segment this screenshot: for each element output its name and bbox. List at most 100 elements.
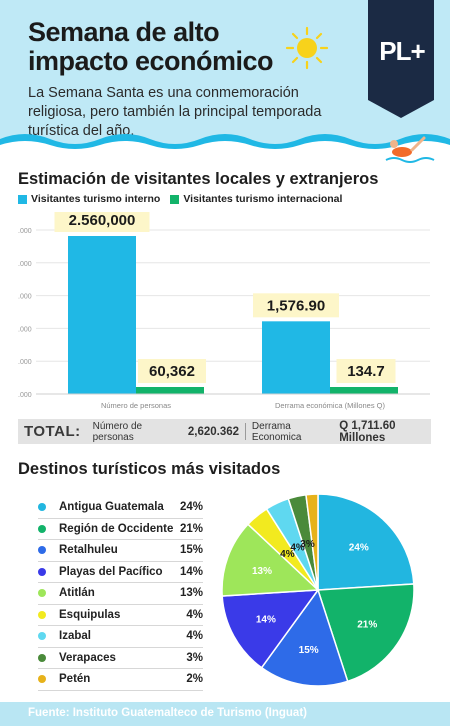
y-tick-label: .000 xyxy=(18,359,32,366)
bar-internacional xyxy=(136,387,204,394)
legend-dot xyxy=(38,589,46,598)
destination-percent: 14% xyxy=(179,565,203,578)
legend-item-interno: Visitantes turismo interno xyxy=(18,193,160,205)
legend-swatch-interno xyxy=(18,194,27,204)
legend-dot xyxy=(38,567,46,576)
destination-percent: 13% xyxy=(179,587,203,600)
legend-swatch-internacional xyxy=(170,194,180,204)
data-label-box xyxy=(253,293,339,318)
destination-percent: 2% xyxy=(186,673,203,686)
legend-label-interno: Visitantes turismo interno xyxy=(31,193,161,205)
swimmer-icon xyxy=(385,136,435,163)
y-tick-label: .000 xyxy=(18,261,32,268)
destination-name: Atitlán xyxy=(59,587,95,600)
destination-percent: 24% xyxy=(179,501,203,514)
destination-percent: 4% xyxy=(186,608,203,621)
list-item: Retalhuleu 15% xyxy=(38,540,203,562)
legend-dot xyxy=(38,503,46,512)
pie-slice xyxy=(221,589,320,669)
title-line-1: Semana de alto xyxy=(28,17,220,47)
pie-slice xyxy=(221,523,320,597)
y-tick-label: .000 xyxy=(18,228,32,235)
brand-logo: PL+ xyxy=(379,36,425,66)
pie-slice xyxy=(317,493,415,591)
pie-slice-label: 24% xyxy=(349,543,369,554)
total-label: TOTAL: xyxy=(24,423,81,440)
data-label-box xyxy=(54,212,150,232)
destination-name: Verapaces xyxy=(59,651,116,664)
destination-percent: 15% xyxy=(179,544,203,557)
list-item: Playas del Pacífico 14% xyxy=(38,562,203,583)
visitors-bar-chart: .000 .000 .000 .000 .000 .000 2.560,000 60,362 N… xyxy=(18,212,430,410)
destination-name: Izabal xyxy=(59,630,91,643)
destination-name: Retalhuleu xyxy=(59,544,118,557)
total-summary: TOTAL: Número de personas 2,620.362 Derr… xyxy=(18,419,431,444)
destinations-list: Antigua Guatemala 24% Región de Occidente 2… xyxy=(38,497,203,691)
page-title: Semana de alto impacto económico xyxy=(28,18,328,76)
total-divider xyxy=(245,423,246,440)
list-item: Izabal 4% xyxy=(38,626,203,648)
source-note: Fuente: Instituto Guatemalteco de Turism… xyxy=(28,707,307,719)
legend-dot xyxy=(38,524,46,533)
y-tick-label: .000 xyxy=(18,392,32,399)
destination-name: Playas del Pacífico xyxy=(59,565,163,578)
data-label-box xyxy=(336,359,396,383)
total-people-value: 2,620.362 xyxy=(187,425,240,438)
pie-slice xyxy=(305,493,319,591)
page-subtitle: La Semana Santa es una conmemoración rel… xyxy=(28,85,322,139)
pie-slice xyxy=(316,583,415,683)
pie-slice-label: 4% xyxy=(280,549,295,560)
footer-bar: Fuente: Instituto Guatemalteco de Turism… xyxy=(0,702,450,726)
legend-item-internacional: Visitantes turismo internacional xyxy=(170,193,342,205)
total-economic-label: Derrama Economica xyxy=(251,420,302,443)
total-people-label: Número de personas xyxy=(92,420,143,443)
data-label: 1,576.90 xyxy=(267,297,325,314)
pie-slice-label: 13% xyxy=(252,566,272,577)
data-label: 2.560,000 xyxy=(69,212,136,229)
total-economic-value: Q 1,711.60 Millones xyxy=(339,419,396,444)
legend-dot xyxy=(38,653,46,662)
legend-dot xyxy=(38,632,46,641)
destination-name: Esquipulas xyxy=(59,608,121,621)
list-item: Región de Occidente 21% xyxy=(38,519,203,540)
list-item: Esquipulas 4% xyxy=(38,605,203,626)
pie-slice-label: 21% xyxy=(357,619,377,630)
pie-slice-label: 15% xyxy=(299,645,319,656)
destination-name: Petén xyxy=(59,673,91,686)
pie-slice-label: 14% xyxy=(256,615,276,626)
destinations-title: Destinos turísticos más visitados xyxy=(18,460,281,478)
x-category-label: Número de personas xyxy=(101,401,171,410)
destination-percent: 3% xyxy=(186,651,203,664)
destinations-pie-chart: 24%21%15%14%13%4%4%3% xyxy=(221,493,415,687)
data-label: 134.7 xyxy=(347,363,385,380)
y-tick-label: .000 xyxy=(18,326,32,333)
list-item: Verapaces 3% xyxy=(38,648,203,669)
legend-dot xyxy=(38,610,46,619)
x-category-label: Derrama económica (Millones Q) xyxy=(275,401,386,410)
data-label: 60,362 xyxy=(149,363,195,380)
brand-badge xyxy=(368,0,434,118)
destination-percent: 21% xyxy=(179,522,203,535)
pie-slice xyxy=(260,588,349,687)
sun-icon xyxy=(285,26,329,70)
list-item: Antigua Guatemala 24% xyxy=(38,497,203,519)
destination-name: Antigua Guatemala xyxy=(59,501,164,514)
legend-label-internacional: Visitantes turismo internacional xyxy=(183,193,343,205)
destination-name: Región de Occidente xyxy=(59,522,174,535)
bar-interno xyxy=(262,321,330,394)
chart-legend: Visitantes turismo interno Visitantes tu… xyxy=(18,193,342,205)
pie-slice-label: 3% xyxy=(300,539,315,550)
visitors-chart-title: Estimación de visitantes locales y extra… xyxy=(18,170,379,188)
wave-decoration xyxy=(0,134,450,152)
legend-dot xyxy=(38,675,46,684)
legend-dot xyxy=(38,546,46,555)
pie-slice-label: 4% xyxy=(290,543,305,554)
list-item: Atitlán 13% xyxy=(38,583,203,605)
y-tick-label: .000 xyxy=(18,294,32,301)
destination-percent: 4% xyxy=(186,630,203,643)
list-item: Petén 2% xyxy=(38,669,203,691)
title-line-2: impacto económico xyxy=(28,46,274,76)
bar-internacional xyxy=(330,387,398,394)
bar-interno xyxy=(68,236,136,394)
data-label-box xyxy=(138,359,206,383)
